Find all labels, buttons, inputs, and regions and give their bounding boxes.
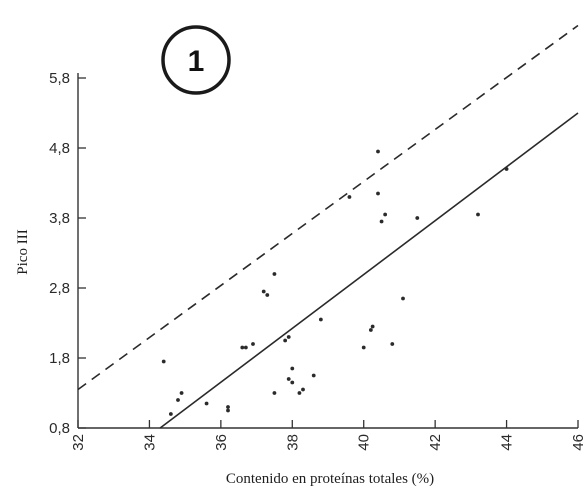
y-axis-label: Pico III [15, 229, 31, 274]
data-point [226, 405, 230, 409]
data-point [371, 325, 375, 329]
data-point [226, 409, 230, 413]
data-point [287, 377, 291, 381]
y-tick-label: 1,8 [49, 350, 70, 367]
data-point [273, 272, 277, 276]
data-point [301, 388, 305, 392]
data-point [376, 192, 380, 196]
data-point [319, 318, 323, 322]
data-point [362, 346, 366, 350]
data-point [265, 293, 269, 297]
figure-number-badge: 1 [163, 27, 229, 93]
x-axis-label: Contenido en proteínas totales (%) [226, 471, 434, 487]
y-axis-ticks: 0,8 1,8 2,8 3,8 4,8 5,8 [49, 70, 86, 437]
x-tick-label: 32 [70, 434, 87, 451]
data-point [376, 150, 380, 154]
data-point [176, 398, 180, 402]
data-point [251, 342, 255, 346]
y-tick-label: 0,8 [49, 420, 70, 437]
data-point [369, 328, 373, 332]
x-tick-label: 34 [141, 434, 158, 451]
data-point [169, 412, 173, 416]
upper-dashed-line [78, 26, 578, 390]
data-point [205, 402, 209, 406]
data-point [290, 367, 294, 371]
data-point [383, 213, 387, 217]
data-point [476, 213, 480, 217]
data-point [348, 195, 352, 199]
data-point [283, 339, 287, 343]
data-point [244, 346, 248, 350]
data-point [273, 391, 277, 395]
badge-label: 1 [188, 45, 205, 78]
data-point [380, 220, 384, 224]
y-tick-label: 5,8 [49, 70, 70, 87]
x-tick-label: 44 [499, 434, 516, 451]
data-point [262, 290, 266, 294]
x-axis-ticks: 32 34 36 38 40 42 44 46 [70, 420, 584, 451]
data-point [390, 342, 394, 346]
data-points [162, 150, 509, 416]
data-point [290, 381, 294, 385]
y-tick-label: 3,8 [49, 210, 70, 227]
x-tick-label: 42 [427, 434, 444, 451]
data-point [240, 346, 244, 350]
data-point [162, 360, 166, 364]
y-tick-label: 4,8 [49, 140, 70, 157]
x-tick-label: 46 [570, 434, 584, 451]
y-tick-label: 2,8 [49, 280, 70, 297]
regression-line [160, 113, 578, 428]
x-tick-label: 38 [284, 434, 301, 451]
data-point [312, 374, 316, 378]
data-point [287, 335, 291, 339]
data-point [298, 391, 302, 395]
regression-lines [78, 26, 578, 429]
data-point [415, 216, 419, 220]
x-tick-label: 36 [213, 434, 230, 451]
x-tick-label: 40 [356, 434, 373, 451]
data-point [401, 297, 405, 301]
data-point [180, 391, 184, 395]
data-point [505, 167, 509, 171]
